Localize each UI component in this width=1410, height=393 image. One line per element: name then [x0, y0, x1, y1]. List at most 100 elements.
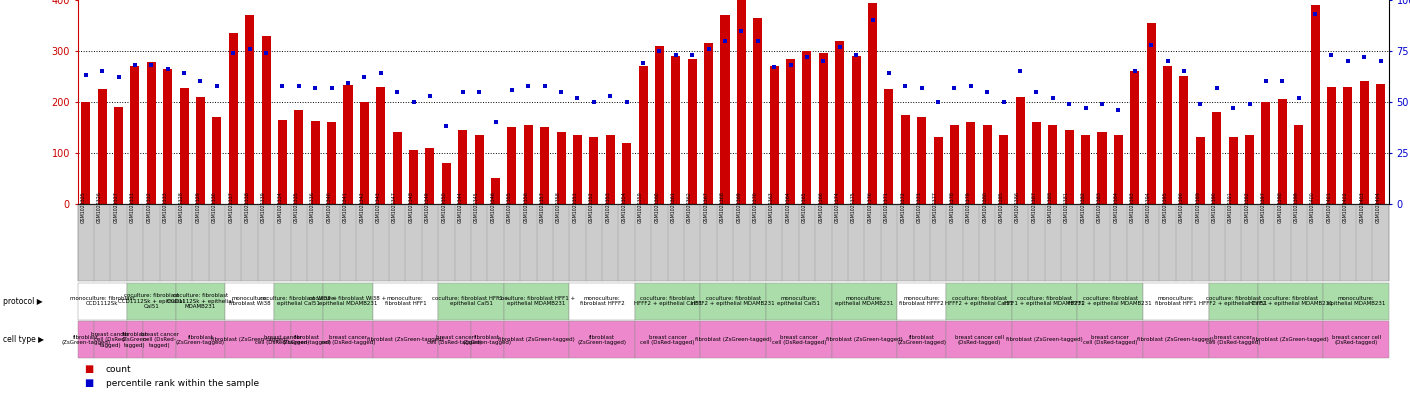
Bar [376, 86, 385, 204]
Bar [983, 125, 991, 204]
Text: GSM1022374: GSM1022374 [835, 191, 840, 222]
Bar [426, 148, 434, 204]
Bar [491, 178, 501, 204]
Point [1189, 101, 1211, 107]
Bar [196, 97, 204, 204]
Bar [1081, 135, 1090, 204]
Text: GSM1022325: GSM1022325 [80, 191, 86, 222]
Text: GSM1022364: GSM1022364 [785, 191, 791, 222]
Bar [606, 135, 615, 204]
Bar [164, 69, 172, 204]
Text: coculture: fibroblast
HFFF2 + epithelial Cal51: coculture: fibroblast HFFF2 + epithelial… [945, 296, 1014, 307]
Text: GSM1022403: GSM1022403 [1359, 191, 1365, 222]
Point [1124, 68, 1146, 74]
Text: monoculture:
fibroblast HFFF2: monoculture: fibroblast HFFF2 [900, 296, 945, 307]
Bar [540, 127, 550, 204]
Point [533, 83, 556, 89]
Point [140, 62, 162, 68]
Point [1320, 52, 1342, 58]
Bar [1163, 66, 1172, 204]
Text: GSM1022336: GSM1022336 [310, 191, 316, 222]
Point [1304, 11, 1327, 17]
Bar [360, 102, 369, 204]
Point [746, 38, 768, 44]
Text: fibroblast (ZsGreen-tagged): fibroblast (ZsGreen-tagged) [498, 337, 575, 342]
Point [763, 64, 785, 70]
Text: fibroblast
(ZsGreen-tagged): fibroblast (ZsGreen-tagged) [462, 334, 512, 345]
Text: breast cancer cell
(DsRed-tagged): breast cancer cell (DsRed-tagged) [955, 334, 1004, 345]
Bar [130, 66, 140, 204]
Point [1238, 101, 1261, 107]
Text: GSM1022346: GSM1022346 [491, 191, 495, 222]
Text: GSM1022327: GSM1022327 [114, 191, 118, 222]
Bar [770, 66, 778, 204]
Text: GSM1022370: GSM1022370 [753, 191, 757, 222]
Text: GSM1022391: GSM1022391 [1228, 191, 1234, 222]
Bar [901, 114, 909, 204]
Text: GSM1022356: GSM1022356 [523, 191, 529, 222]
Text: GSM1022361: GSM1022361 [671, 191, 675, 222]
Point [255, 50, 278, 56]
Text: GSM1022375: GSM1022375 [852, 191, 856, 222]
Text: fibroblast
(ZsGreen-tagged): fibroblast (ZsGreen-tagged) [897, 334, 946, 345]
Text: GSM1022402: GSM1022402 [1342, 191, 1348, 222]
Text: fibroblast (ZsGreen-tagged): fibroblast (ZsGreen-tagged) [1138, 337, 1214, 342]
Text: breast cancer
cell (DsRed-tagged): breast cancer cell (DsRed-tagged) [640, 334, 695, 345]
Text: GSM1022389: GSM1022389 [1196, 191, 1200, 223]
Bar [654, 46, 664, 204]
Bar [1294, 125, 1303, 204]
Text: fibroblast (ZsGreen-tagged): fibroblast (ZsGreen-tagged) [826, 337, 902, 342]
Text: GSM1022384: GSM1022384 [1114, 191, 1118, 223]
Text: GSM1022382: GSM1022382 [1080, 191, 1086, 223]
Text: GSM1022404: GSM1022404 [1376, 191, 1380, 222]
Point [305, 84, 327, 91]
Text: fibroblast
(ZsGreen-tagged): fibroblast (ZsGreen-tagged) [176, 334, 226, 345]
Point [681, 52, 704, 58]
Bar [933, 138, 943, 204]
Bar [835, 41, 845, 204]
Bar [114, 107, 123, 204]
Text: breast cancer
cell (DsRed-
tagged): breast cancer cell (DsRed- tagged) [141, 332, 179, 348]
Text: GSM1022360: GSM1022360 [654, 191, 660, 222]
Bar [1179, 76, 1189, 204]
Bar [1065, 130, 1074, 204]
Text: breast cancer
cell (DsRed-tagged): breast cancer cell (DsRed-tagged) [427, 334, 482, 345]
Bar [82, 102, 90, 204]
Bar [704, 43, 713, 204]
Text: GSM1022362: GSM1022362 [687, 191, 692, 222]
Text: monoculture:
fibroblast HFF1: monoculture: fibroblast HFF1 [385, 296, 426, 307]
Point [501, 86, 523, 93]
Bar [1262, 102, 1270, 204]
Text: breast cancer
cell (DsRed-tagged): breast cancer cell (DsRed-tagged) [1206, 334, 1261, 345]
Bar [344, 85, 352, 204]
Text: GSM1022350: GSM1022350 [441, 191, 447, 222]
Point [517, 83, 540, 89]
Point [550, 88, 572, 95]
Bar [295, 110, 303, 204]
Point [845, 52, 867, 58]
Text: GSM1022353: GSM1022353 [605, 191, 611, 222]
Bar [1048, 125, 1058, 204]
Text: GSM1022369: GSM1022369 [736, 191, 742, 222]
Bar [475, 135, 484, 204]
Point [960, 83, 983, 89]
Point [862, 17, 884, 24]
Text: GSM1022342: GSM1022342 [360, 191, 364, 222]
Text: GSM1022371: GSM1022371 [884, 191, 888, 222]
Text: GSM1022328: GSM1022328 [179, 191, 185, 223]
Text: fibroblast (ZsGreen-tagged): fibroblast (ZsGreen-tagged) [1007, 337, 1083, 342]
Text: protocol ▶: protocol ▶ [3, 297, 42, 306]
Text: fibroblast (ZsGreen-tagged): fibroblast (ZsGreen-tagged) [367, 337, 444, 342]
Text: monoculture:
epithelial MDAMB231: monoculture: epithelial MDAMB231 [1327, 296, 1385, 307]
Bar [721, 15, 729, 204]
Bar [1310, 5, 1320, 204]
Point [615, 99, 637, 105]
Point [419, 92, 441, 99]
Bar [1245, 135, 1253, 204]
Text: fibroblast (ZsGreen-tagged): fibroblast (ZsGreen-tagged) [212, 337, 288, 342]
Point [1270, 78, 1293, 84]
Bar [458, 130, 467, 204]
Bar [1131, 71, 1139, 204]
Point [1008, 68, 1031, 74]
Point [436, 123, 458, 129]
